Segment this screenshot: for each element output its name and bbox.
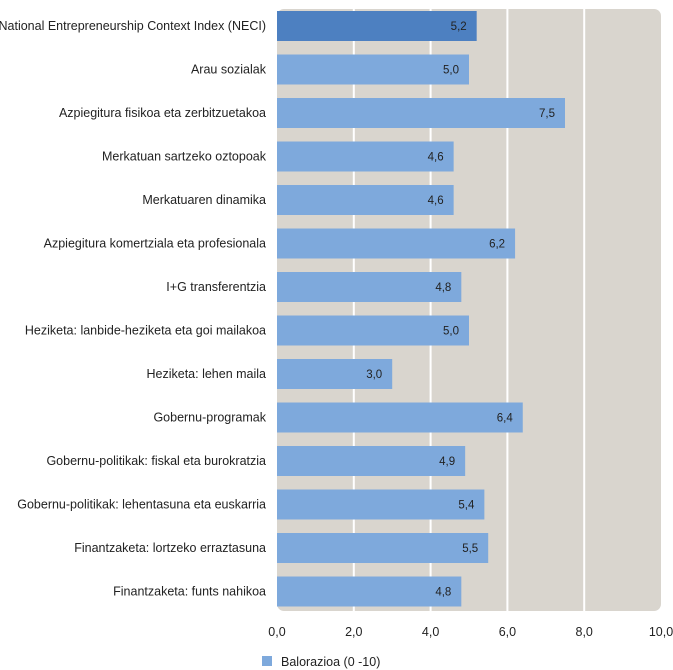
x-tick-label: 2,0 bbox=[345, 625, 362, 639]
x-tick-labels: 0,0 2,0 4,0 6,0 8,0 10,0 bbox=[268, 625, 673, 639]
bar bbox=[277, 402, 523, 433]
category-label: Gobernu-programak bbox=[153, 411, 266, 425]
legend-label: Balorazioa (0 -10) bbox=[281, 655, 380, 669]
bar bbox=[277, 11, 477, 41]
bar bbox=[277, 272, 462, 302]
category-label: Arau sozialak bbox=[191, 63, 267, 77]
category-label: Merkatuaren dinamika bbox=[142, 193, 266, 207]
data-label: 7,5 bbox=[539, 108, 555, 120]
data-label: 6,4 bbox=[497, 413, 514, 425]
data-label: 5,0 bbox=[443, 326, 459, 338]
legend-swatch bbox=[262, 656, 272, 666]
category-label: I+G transferentzia bbox=[166, 280, 266, 294]
data-label: 4,8 bbox=[435, 587, 451, 599]
data-label: 4,6 bbox=[428, 152, 444, 164]
x-tick-label: 10,0 bbox=[649, 625, 673, 639]
bar bbox=[277, 489, 485, 520]
data-label: 3,0 bbox=[366, 369, 382, 381]
data-label: 4,9 bbox=[439, 456, 455, 468]
bar bbox=[277, 54, 469, 85]
category-label: Azpiegitura komertziala eta profesionala bbox=[44, 237, 266, 251]
x-tick-label: 6,0 bbox=[499, 625, 516, 639]
data-label: 4,6 bbox=[428, 195, 444, 207]
category-label: Heziketa: lanbide-heziketa eta goi maila… bbox=[25, 324, 266, 338]
category-label: National Entrepreneurship Context Index … bbox=[0, 19, 266, 33]
data-label: 5,4 bbox=[458, 500, 475, 512]
category-labels: National Entrepreneurship Context Index … bbox=[0, 19, 267, 599]
category-label: Finantzaketa: lortzeko erraztasuna bbox=[74, 541, 266, 555]
bar bbox=[277, 446, 466, 476]
data-label: 4,8 bbox=[435, 282, 451, 294]
data-label: 5,2 bbox=[451, 21, 467, 33]
bar bbox=[277, 533, 489, 563]
category-label: Gobernu-politikak: lehentasuna eta euska… bbox=[17, 498, 266, 512]
bar bbox=[277, 185, 454, 215]
legend: Balorazioa (0 -10) bbox=[262, 655, 380, 669]
bar bbox=[277, 98, 565, 128]
bars: 5,2 5,0 7,5 4,6 4,6 6,2 4,8 5,0 3,0 6,4 4,9 5,4 5,5 4… bbox=[277, 11, 565, 607]
bar bbox=[277, 359, 393, 389]
data-label: 5,5 bbox=[462, 543, 478, 555]
data-label: 5,0 bbox=[443, 65, 459, 77]
data-label: 6,2 bbox=[489, 239, 505, 251]
category-label: Finantzaketa: funts nahikoa bbox=[113, 585, 266, 599]
bar bbox=[277, 315, 469, 346]
category-label: Heziketa: lehen maila bbox=[146, 367, 266, 381]
x-tick-label: 8,0 bbox=[576, 625, 593, 639]
category-label: Merkatuan sartzeko oztopoak bbox=[102, 150, 267, 164]
bar bbox=[277, 228, 516, 259]
bar bbox=[277, 141, 454, 172]
category-label: Gobernu-politikak: fiskal eta burokratzi… bbox=[46, 454, 266, 468]
bar bbox=[277, 576, 462, 607]
x-tick-label: 0,0 bbox=[268, 625, 285, 639]
x-tick-label: 4,0 bbox=[422, 625, 439, 639]
category-label: Azpiegitura fisikoa eta zerbitzuetakoa bbox=[59, 106, 266, 120]
